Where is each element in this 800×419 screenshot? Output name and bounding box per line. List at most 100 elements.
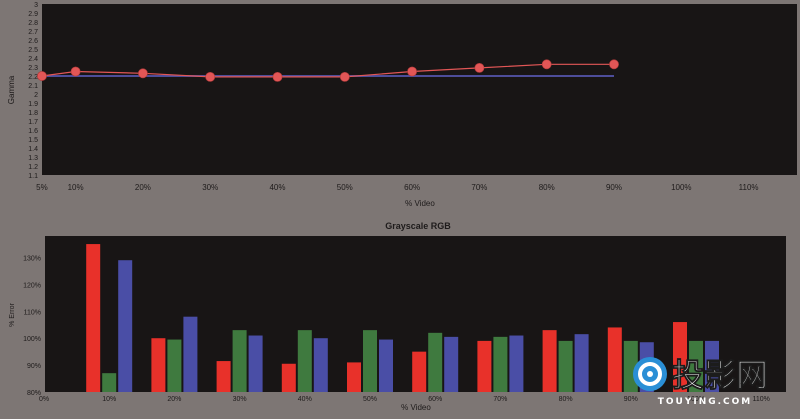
grayscale-y-axis: 80% 90% 100% 110% 120% 130% (23, 256, 41, 397)
gamma-y-tick-label: 1.6 (28, 128, 38, 135)
grayscale-red-bar (607, 327, 622, 392)
gamma-data-point (70, 66, 81, 77)
grayscale-red-bar (477, 340, 492, 392)
watermark-logo-dot (647, 371, 653, 377)
gamma-y-tick-label: 1.5 (28, 137, 38, 144)
gamma-y-tick-label: 2.6 (28, 38, 38, 45)
gamma-x-tick-label: 50% (337, 183, 353, 192)
grayscale-green-bar (558, 340, 573, 392)
grayscale-red-bar (216, 361, 231, 392)
gamma-y-tick-label: 2.9 (28, 11, 38, 18)
gamma-y-tick-label: 1.8 (28, 110, 38, 117)
gamma-y-axis-title: Gamma (7, 75, 16, 104)
grayscale-blue-bar (118, 260, 133, 392)
grayscale-x-tick-label: 80% (559, 396, 573, 403)
grayscale-blue-bar (183, 316, 198, 392)
gamma-y-tick-label: 3 (34, 2, 38, 9)
gamma-y-axis: 1.1 1.2 1.3 1.4 1.5 1.6 1.7 1.8 1.9 2 2.1 2.2 2.3 2.4… (28, 2, 38, 180)
grayscale-green-bar (297, 330, 312, 392)
gamma-y-tick-label: 2 (34, 92, 38, 99)
gamma-data-point (541, 59, 552, 70)
grayscale-green-bar (428, 332, 443, 392)
grayscale-green-bar (689, 340, 703, 392)
grayscale-y-tick-label: 80% (27, 390, 41, 397)
gamma-data-point (137, 68, 148, 79)
grayscale-blue-bar (705, 340, 719, 392)
gamma-y-tick-label: 1.9 (28, 101, 38, 108)
grayscale-red-bar (86, 244, 101, 392)
gamma-data-point (609, 59, 619, 70)
watermark-domain: TOUYING.COM (658, 397, 753, 407)
gamma-y-tick-label: 2.4 (28, 56, 38, 63)
grayscale-blue-bar (444, 336, 459, 392)
gamma-plot-area (42, 4, 797, 175)
grayscale-x-tick-label: 0% (39, 396, 49, 403)
grayscale-blue-bar (509, 335, 524, 392)
gamma-x-axis-title: % Video (405, 199, 435, 208)
grayscale-x-tick-label: 110% (753, 396, 770, 403)
grayscale-blue-bar (248, 335, 263, 392)
gamma-data-point (272, 72, 283, 82)
grayscale-green-bar (363, 330, 377, 392)
grayscale-blue-bar (379, 339, 393, 392)
gamma-series (37, 59, 619, 82)
grayscale-x-tick-label: 10% (102, 396, 116, 403)
grayscale-red-bar (347, 362, 361, 392)
gamma-x-tick-label: 70% (471, 183, 487, 192)
gamma-data-point (37, 71, 47, 81)
grayscale-x-tick-label: 30% (233, 396, 247, 403)
grayscale-y-tick-label: 90% (27, 363, 41, 370)
grayscale-blue-bar (313, 338, 328, 392)
grayscale-y-tick-label: 100% (23, 336, 41, 343)
gamma-x-tick-label: 90% (606, 183, 622, 192)
grayscale-blue-bar (574, 334, 589, 392)
gamma-y-tick-label: 1.4 (28, 146, 38, 153)
grayscale-x-tick-label: 70% (493, 396, 507, 403)
gamma-x-tick-label: 110% (739, 183, 759, 192)
grayscale-y-tick-label: 120% (23, 282, 41, 289)
gamma-y-tick-label: 2.7 (28, 29, 38, 36)
grayscale-y-tick-label: 130% (23, 256, 41, 263)
grayscale-green-bar (102, 373, 117, 392)
grayscale-green-bar (493, 336, 508, 392)
grayscale-y-axis-title: % Error (9, 302, 16, 326)
grayscale-green-bar (167, 339, 182, 392)
gamma-x-tick-label: 30% (202, 183, 218, 192)
watermark-brand: 投影网 (672, 356, 768, 394)
gamma-x-axis: 5% 10% 20% 30% 40% 50% 60% 70% 80% 90% 100% 110% (36, 183, 758, 192)
gamma-y-tick-label: 2.5 (28, 47, 38, 54)
gamma-data-point (339, 72, 350, 82)
grayscale-x-tick-label: 20% (167, 396, 181, 403)
grayscale-x-tick-label: 100% (687, 396, 705, 403)
gamma-data-point (407, 66, 417, 77)
grayscale-red-bar (151, 338, 166, 392)
gamma-y-tick-label: 2.8 (28, 20, 38, 27)
grayscale-red-bar (542, 330, 557, 392)
watermark-logo-ring (638, 362, 662, 386)
gamma-x-tick-label: 100% (671, 183, 691, 192)
gamma-x-tick-label: 40% (269, 183, 285, 192)
grayscale-green-bar (232, 330, 247, 392)
gamma-y-tick-label: 1.1 (28, 173, 38, 180)
gamma-y-tick-label: 1.7 (28, 119, 38, 126)
gamma-y-tick-label: 2.3 (28, 65, 38, 72)
gamma-x-tick-label: 80% (539, 183, 555, 192)
gamma-y-tick-label: 1.3 (28, 155, 38, 162)
gamma-x-tick-label: 20% (135, 183, 151, 192)
gamma-x-tick-label: 5% (36, 183, 48, 192)
grayscale-x-tick-label: 90% (624, 396, 638, 403)
grayscale-x-axis: 0% 10% 20% 30% 40% 50% 60% 70% 80% 90% 100% 110% (39, 396, 770, 403)
gamma-measured-line (41, 63, 614, 78)
grayscale-red-bar (281, 363, 296, 392)
gamma-data-point (205, 72, 216, 82)
grayscale-red-bar (673, 322, 687, 392)
gamma-y-tick-label: 2.2 (28, 74, 38, 81)
grayscale-x-tick-label: 50% (363, 396, 377, 403)
grayscale-red-bar (412, 351, 427, 392)
grayscale-x-tick-label: 60% (428, 396, 442, 403)
gamma-y-tick-label: 1.2 (28, 164, 38, 171)
grayscale-x-axis-title: % Video (401, 403, 431, 412)
grayscale-chart-title: Grayscale RGB (385, 221, 451, 231)
grayscale-y-tick-label: 110% (24, 309, 41, 316)
